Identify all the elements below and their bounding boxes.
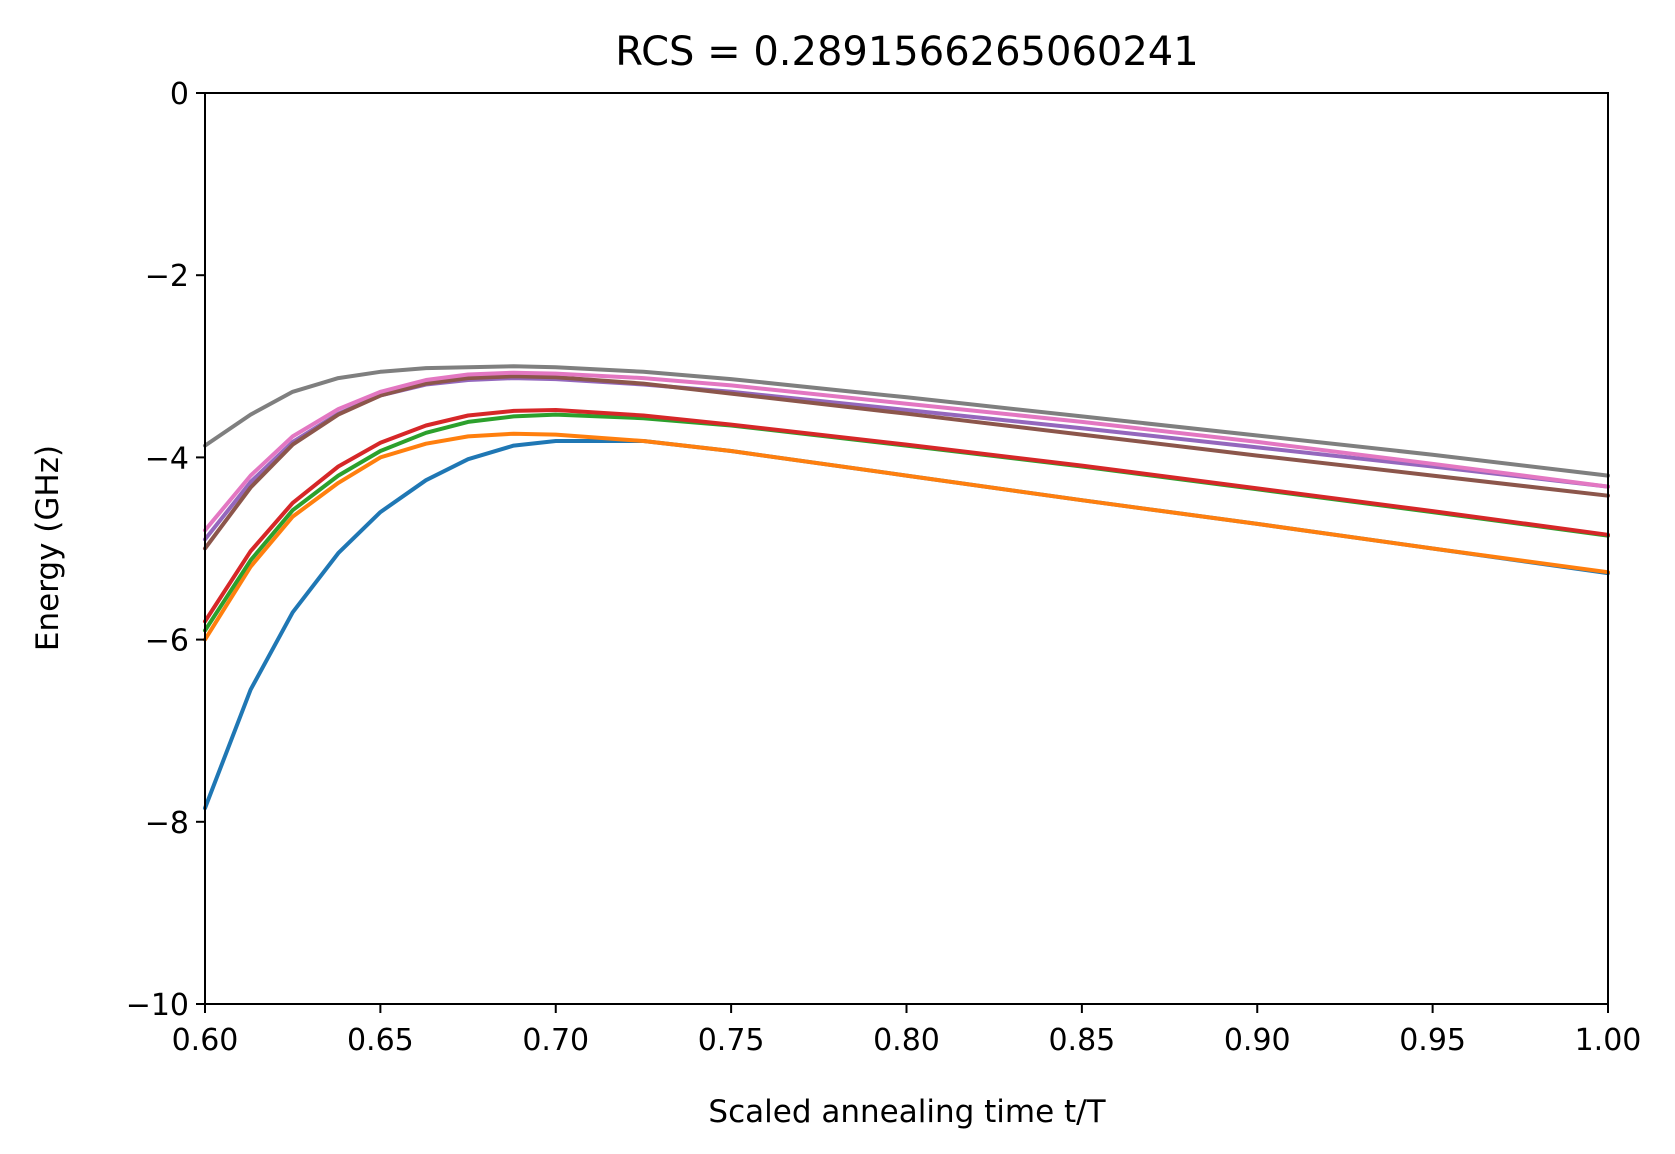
series-line-8 <box>203 364 1610 478</box>
series-line-6 <box>203 374 1610 551</box>
x-tick-label: 0.65 <box>347 1023 414 1058</box>
x-tick-label: 0.85 <box>1048 1023 1115 1058</box>
x-tick-label: 1.00 <box>1575 1023 1642 1058</box>
y-tick-label: −8 <box>145 806 189 841</box>
x-tick-label: 0.70 <box>522 1023 589 1058</box>
x-tick-label: 0.90 <box>1224 1023 1291 1058</box>
y-tick-label: 0 <box>170 77 189 112</box>
y-tick-label: −10 <box>126 988 189 1023</box>
y-tick-label: −4 <box>145 441 189 476</box>
series-line-2 <box>203 431 1610 642</box>
chart-title: RCS = 0.2891566265060241 <box>615 29 1198 75</box>
x-tick-label: 0.60 <box>172 1023 239 1058</box>
y-tick-label: −6 <box>145 624 189 659</box>
y-axis-ticks: 0 −2 −4 −6 −8 −10 <box>126 77 205 1023</box>
x-tick-label: 0.95 <box>1399 1023 1466 1058</box>
series-line-7 <box>203 370 1610 533</box>
y-tick-label: −2 <box>145 259 189 294</box>
x-axis-ticks: 0.60 0.65 0.70 0.75 0.80 0.85 0.90 0.95 1.00 <box>172 1004 1642 1058</box>
y-axis-label: Energy (GHz) <box>30 445 66 651</box>
x-axis-label: Scaled annealing time t/T <box>708 1094 1106 1130</box>
x-tick-label: 0.75 <box>698 1023 765 1058</box>
series-line-4 <box>203 408 1610 624</box>
x-tick-label: 0.80 <box>873 1023 940 1058</box>
series-layer <box>203 364 1610 811</box>
